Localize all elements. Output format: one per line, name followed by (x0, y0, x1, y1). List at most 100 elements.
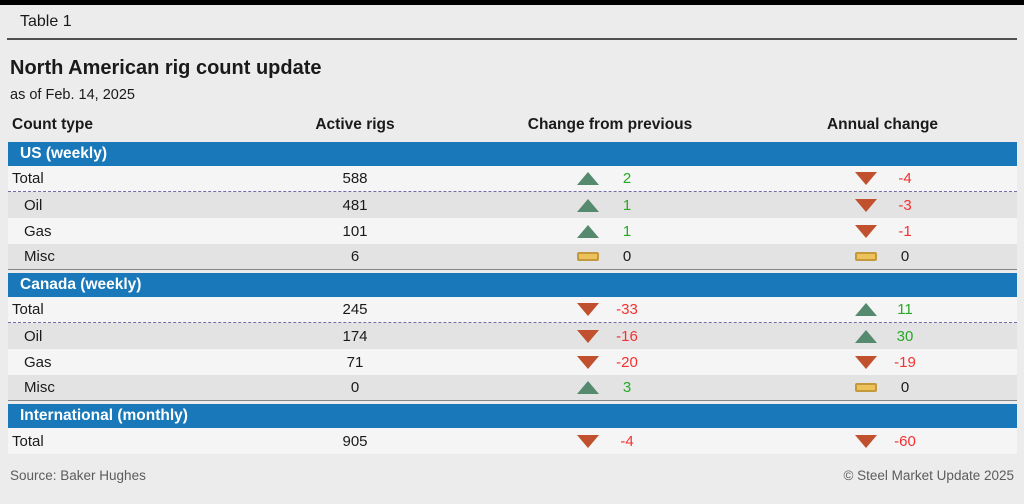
down-arrow-icon (855, 434, 877, 448)
column-header-count-type: Count type (12, 116, 93, 133)
down-arrow-icon (855, 355, 877, 369)
change-cell: 0 (420, 244, 760, 269)
annual-change-cell: 30 (760, 323, 1017, 349)
change-value: 1 (622, 196, 632, 214)
up-arrow-icon (855, 329, 877, 343)
down-arrow-icon (577, 355, 599, 369)
change-value: 3 (622, 379, 632, 396)
change-cell: -20 (420, 349, 760, 375)
up-arrow-icon (577, 172, 599, 185)
change-cell: -4 (420, 428, 760, 454)
annual-change-value: 30 (896, 327, 914, 345)
down-arrow-icon (855, 355, 877, 369)
flat-dash-icon (855, 252, 877, 261)
down-arrow-icon (577, 329, 599, 343)
change-value: -33 (616, 301, 638, 318)
annual-change-cell: -4 (760, 166, 1017, 191)
flat-dash-icon (855, 383, 877, 392)
down-arrow-icon (855, 172, 877, 185)
up-arrow-icon (577, 224, 599, 238)
column-header-annual-change: Annual change (826, 116, 939, 133)
as-of-date: as of Feb. 14, 2025 (10, 87, 135, 103)
change-value: -4 (620, 432, 634, 450)
annual-change-value: -3 (898, 196, 912, 214)
change-value: 0 (622, 248, 632, 265)
up-arrow-icon (577, 381, 599, 394)
column-header-change-from-previous: Change from previous (527, 116, 693, 133)
table-row: Total 905 -4 -60 (8, 428, 1017, 454)
active-rigs-value: 905 (342, 432, 368, 450)
section-header: Canada (weekly) (8, 273, 1017, 297)
count-type-cell: Misc (24, 248, 55, 265)
count-type-cell: Oil (24, 196, 43, 214)
change-cell: -16 (420, 323, 760, 349)
active-rigs-value: 101 (342, 222, 368, 240)
active-rigs-value: 6 (350, 248, 360, 265)
change-value: 1 (622, 222, 632, 240)
down-arrow-icon (577, 303, 599, 316)
header-divider (7, 38, 1017, 40)
table-number-label: Table 1 (20, 13, 72, 30)
source-note: Source: Baker Hughes (10, 468, 146, 483)
down-arrow-icon (855, 198, 877, 212)
top-border-bar (0, 0, 1024, 5)
table-row: Misc 6 0 0 (8, 244, 1017, 270)
flat-dash-icon (577, 252, 599, 261)
annual-change-cell: -3 (760, 192, 1017, 218)
table-row: Oil 174 -16 30 (8, 323, 1017, 349)
page-title: North American rig count update (10, 57, 322, 79)
up-arrow-icon (855, 329, 877, 343)
active-rigs-value: 174 (342, 327, 368, 345)
active-rigs-value: 245 (342, 301, 368, 318)
annual-change-value: -19 (894, 353, 916, 371)
rig-count-table: US (weekly) Total 588 2 -4 Oil 481 1 -3 Gas 101 1 -1… (8, 142, 1017, 454)
annual-change-cell: -60 (760, 428, 1017, 454)
up-arrow-icon (577, 172, 599, 185)
copyright-note: © Steel Market Update 2025 (843, 468, 1014, 483)
up-arrow-icon (577, 381, 599, 394)
change-cell: 3 (420, 375, 760, 400)
section-header: US (weekly) (8, 142, 1017, 166)
down-arrow-icon (855, 224, 877, 238)
active-rigs-value: 0 (350, 379, 360, 396)
change-cell: 1 (420, 192, 760, 218)
count-type-cell: Total (12, 170, 44, 187)
change-cell: 1 (420, 218, 760, 244)
up-arrow-icon (855, 303, 877, 316)
table-row: Total 588 2 -4 (8, 166, 1017, 192)
change-value: -16 (616, 327, 638, 345)
change-value: 2 (622, 170, 632, 187)
footer: Source: Baker Hughes © Steel Market Upda… (10, 468, 1014, 483)
section-header: International (monthly) (8, 404, 1017, 428)
flat-dash-icon (577, 252, 599, 261)
annual-change-cell: 0 (760, 244, 1017, 269)
table-row: Oil 481 1 -3 (8, 192, 1017, 218)
down-arrow-icon (577, 329, 599, 343)
table-row: Gas 71 -20 -19 (8, 349, 1017, 375)
active-rigs-value: 588 (342, 170, 368, 187)
annual-change-value: 0 (900, 379, 910, 396)
column-header-active-rigs: Active rigs (315, 116, 395, 133)
change-cell: -33 (420, 297, 760, 322)
annual-change-value: 11 (897, 301, 913, 318)
count-type-cell: Misc (24, 379, 55, 396)
table-row: Misc 0 3 0 (8, 375, 1017, 401)
up-arrow-icon (855, 303, 877, 316)
count-type-cell: Gas (24, 222, 52, 240)
up-arrow-icon (577, 198, 599, 212)
annual-change-cell: -19 (760, 349, 1017, 375)
flat-dash-icon (855, 252, 877, 261)
annual-change-cell: -1 (760, 218, 1017, 244)
annual-change-value: -1 (898, 222, 912, 240)
change-value: -20 (616, 353, 638, 371)
down-arrow-icon (577, 355, 599, 369)
count-type-cell: Oil (24, 327, 43, 345)
down-arrow-icon (577, 434, 599, 448)
down-arrow-icon (577, 434, 599, 448)
down-arrow-icon (855, 434, 877, 448)
annual-change-cell: 11 (760, 297, 1017, 322)
count-type-cell: Total (12, 432, 44, 450)
up-arrow-icon (577, 224, 599, 238)
annual-change-value: 0 (900, 248, 910, 265)
column-header-row: Count type Active rigs Change from previ… (8, 113, 1017, 137)
